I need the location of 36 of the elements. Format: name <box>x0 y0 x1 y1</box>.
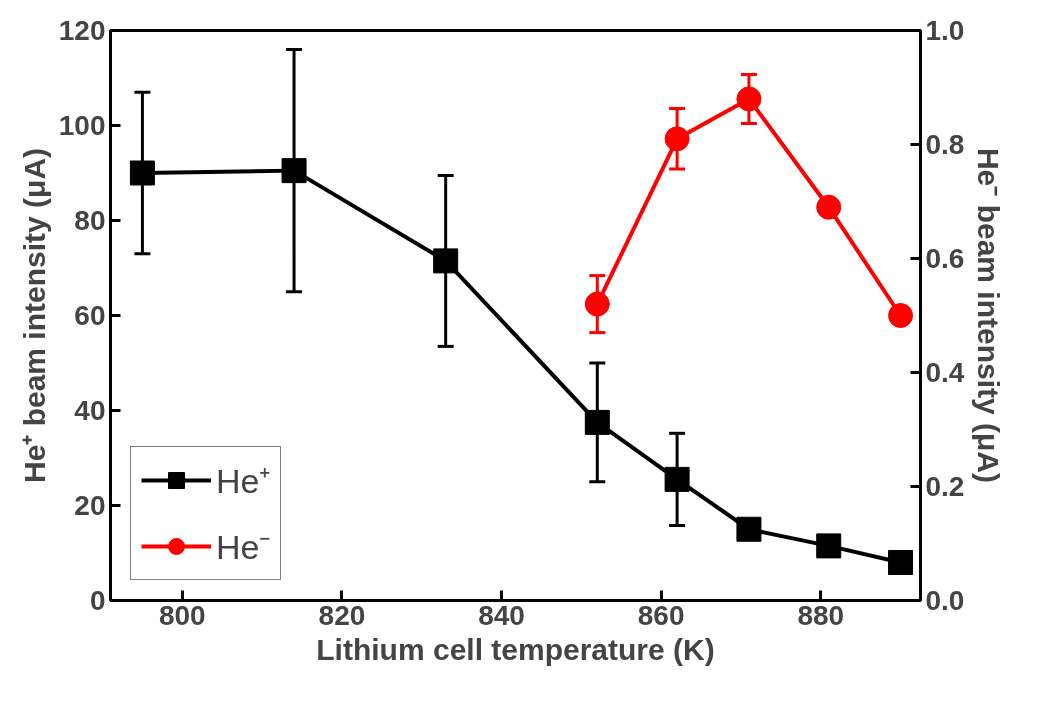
y-tick-label: 60 <box>74 300 106 331</box>
point <box>584 291 610 317</box>
y2-tick-label: 1.0 <box>925 15 965 46</box>
point <box>888 303 914 328</box>
y-tick-label: 100 <box>58 110 106 141</box>
x-tick-label: 840 <box>478 599 525 631</box>
x-tick-label: 800 <box>158 599 206 631</box>
x-axis-title: Lithium cell temperature (K) <box>316 632 715 666</box>
y2-tick-label: 0.8 <box>925 129 965 160</box>
y-tick-label: 40 <box>74 395 106 426</box>
x-tick-label: 860 <box>637 599 685 631</box>
point <box>664 466 690 492</box>
legend-label: He⁺ <box>216 461 271 502</box>
point <box>736 516 762 542</box>
y-tick-label: 20 <box>74 490 106 521</box>
y-axis-title: He⁺ beam intensity (μA) <box>17 147 51 484</box>
point <box>664 126 690 152</box>
y2-tick-label: 0.6 <box>925 243 965 274</box>
point <box>888 550 914 575</box>
y2-tick-label: 0.4 <box>925 357 965 388</box>
x-tick-label: 820 <box>318 599 366 631</box>
point <box>433 248 459 274</box>
y2-tick-label: 0.0 <box>925 585 965 616</box>
point <box>584 409 610 435</box>
point <box>816 533 842 559</box>
y2-tick-label: 0.2 <box>925 471 965 502</box>
point <box>736 86 762 112</box>
y-tick-label: 120 <box>58 15 106 46</box>
y-tick-label: 0 <box>89 585 106 616</box>
legend-label: He⁻ <box>216 527 271 568</box>
y2-axis-title: He⁻ beam intensity (μA) <box>972 147 1006 484</box>
x-tick-label: 880 <box>797 599 845 631</box>
point <box>816 194 842 220</box>
point <box>281 158 307 184</box>
point <box>129 160 155 186</box>
y-tick-label: 80 <box>74 205 106 236</box>
